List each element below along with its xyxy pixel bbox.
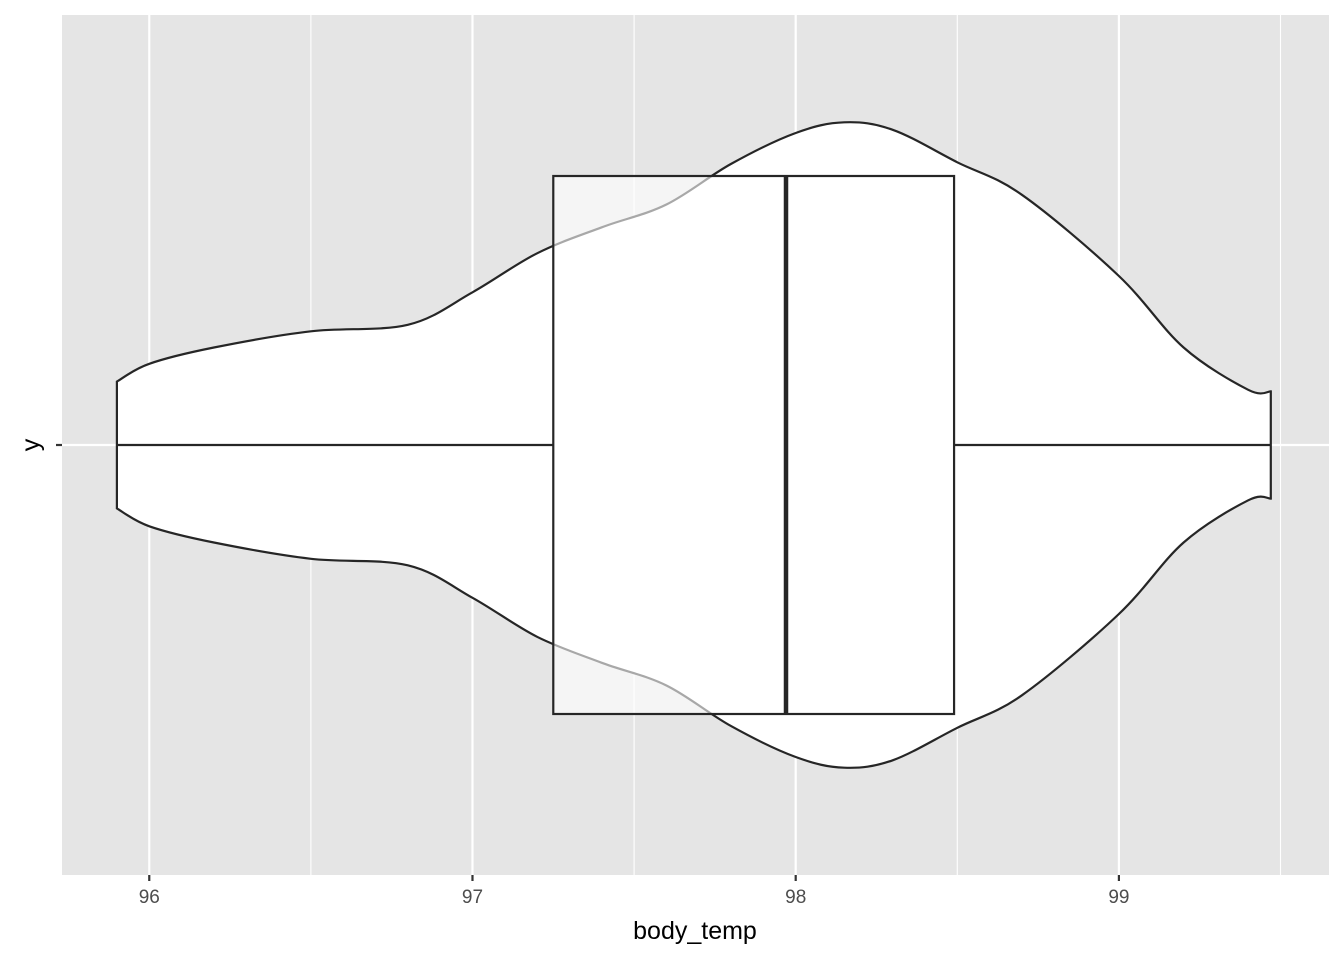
x-tick-label: 98	[785, 887, 806, 908]
box-iqr	[552, 174, 956, 716]
y-axis-title: y	[17, 438, 45, 451]
boxplot	[116, 174, 1271, 716]
x-axis-ticks: 96 97 98 99	[139, 875, 1129, 908]
x-tick-label: 96	[139, 887, 160, 908]
x-tick-label: 97	[462, 887, 483, 908]
x-axis-title: body_temp	[633, 917, 757, 945]
x-tick-label: 99	[1108, 887, 1129, 908]
